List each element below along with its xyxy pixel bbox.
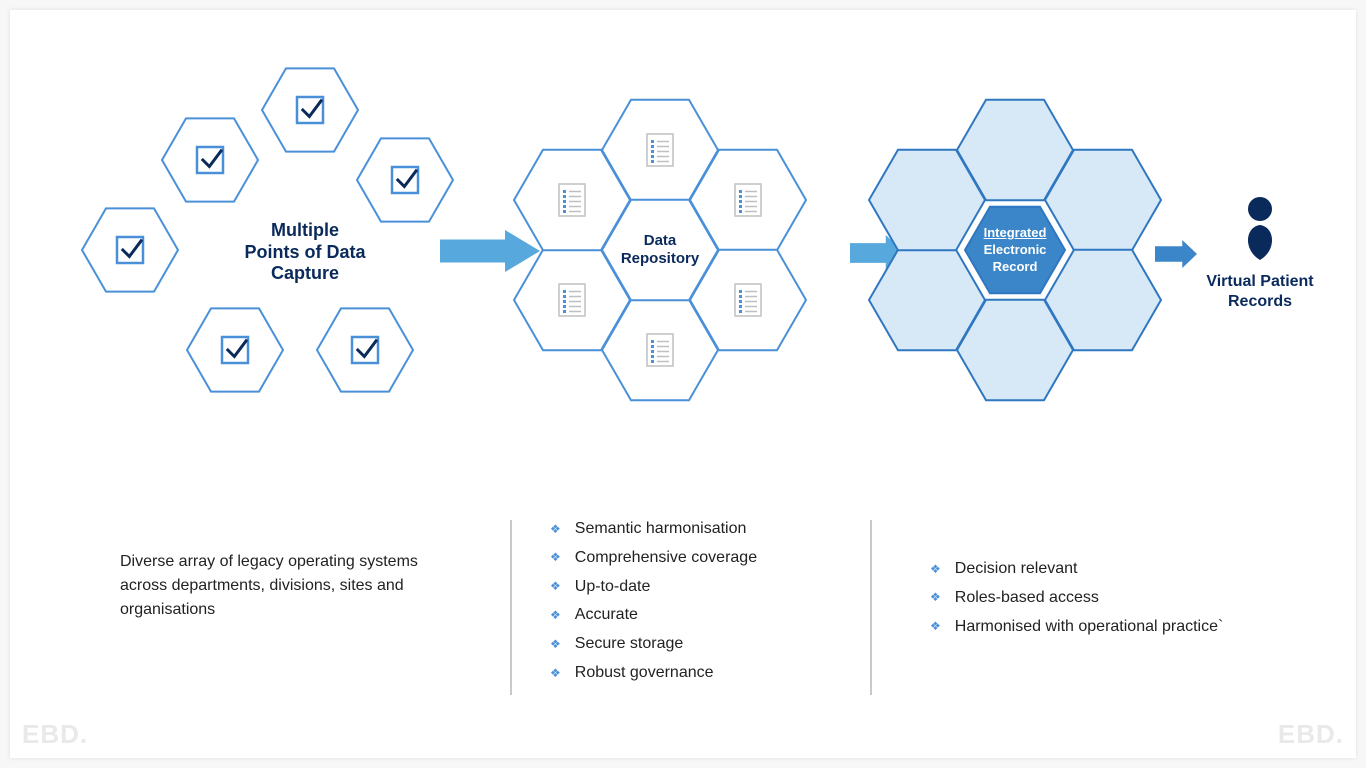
diamond-icon: ❖: [550, 576, 561, 598]
divider-2: [870, 520, 872, 695]
bullet-row: ❖ Up-to-date: [550, 573, 850, 602]
bullets-middle: ❖ Semantic harmonisation ❖ Comprehensive co…: [550, 515, 850, 688]
section3-title-l3: Record: [993, 259, 1038, 274]
bullet-row: ❖ Accurate: [550, 601, 850, 630]
arrow-3: [1155, 240, 1197, 268]
diamond-icon: ❖: [550, 547, 561, 569]
section1-title-l2: Points of Data: [244, 242, 365, 262]
bullet-row: ❖ Harmonised with operational practice`: [930, 613, 1290, 642]
section2-title-l2: Repository: [621, 250, 699, 267]
bullet-text: Comprehensive coverage: [575, 544, 757, 573]
bullet-text: Up-to-date: [575, 573, 651, 602]
bullet-row: ❖ Roles-based access: [930, 584, 1290, 613]
section1-title-l3: Capture: [271, 263, 339, 283]
bullet-row: ❖ Comprehensive coverage: [550, 544, 850, 573]
bullet-text: Harmonised with operational practice`: [955, 613, 1224, 642]
section4-title-l2: Records: [1228, 293, 1292, 310]
diamond-icon: ❖: [930, 587, 941, 609]
watermark-right: EBD.: [1278, 719, 1344, 750]
bullet-row: ❖ Decision relevant: [930, 555, 1290, 584]
diamond-icon: ❖: [550, 663, 561, 685]
bullet-text: Accurate: [575, 601, 638, 630]
diagram-canvas: EBD. EBD. Multiple Points of Data Captur…: [10, 10, 1356, 758]
bullet-row: ❖ Semantic harmonisation: [550, 515, 850, 544]
bullet-row: ❖ Secure storage: [550, 630, 850, 659]
bullet-text: Robust governance: [575, 659, 714, 688]
bullet-text: Roles-based access: [955, 584, 1099, 613]
caption-left: Diverse array of legacy operating system…: [120, 550, 440, 622]
bullet-text: Secure storage: [575, 630, 684, 659]
diamond-icon: ❖: [550, 605, 561, 627]
diamond-icon: ❖: [930, 616, 941, 638]
section4-title-l1: Virtual Patient: [1206, 273, 1313, 290]
diamond-icon: ❖: [550, 519, 561, 541]
section3-title: Integrated Electronic Record: [970, 225, 1060, 276]
watermark-left: EBD.: [22, 719, 88, 750]
bullet-text: Decision relevant: [955, 555, 1078, 584]
person-icon: [1235, 195, 1285, 265]
section4-title: Virtual Patient Records: [1195, 272, 1325, 312]
section1-title-l1: Multiple: [271, 220, 339, 240]
bullet-text: Semantic harmonisation: [575, 515, 747, 544]
section2-title: Data Repository: [615, 232, 705, 268]
section3-title-l1: Integrated: [984, 225, 1047, 240]
bullet-row: ❖ Robust governance: [550, 659, 850, 688]
section3-title-l2: Electronic: [984, 242, 1047, 257]
section2-title-l1: Data: [644, 232, 677, 249]
diamond-icon: ❖: [930, 559, 941, 581]
bullets-right: ❖ Decision relevant ❖ Roles-based access ❖ Ha…: [930, 555, 1290, 641]
section1-title: Multiple Points of Data Capture: [205, 220, 405, 285]
divider-1: [510, 520, 512, 695]
diamond-icon: ❖: [550, 634, 561, 656]
